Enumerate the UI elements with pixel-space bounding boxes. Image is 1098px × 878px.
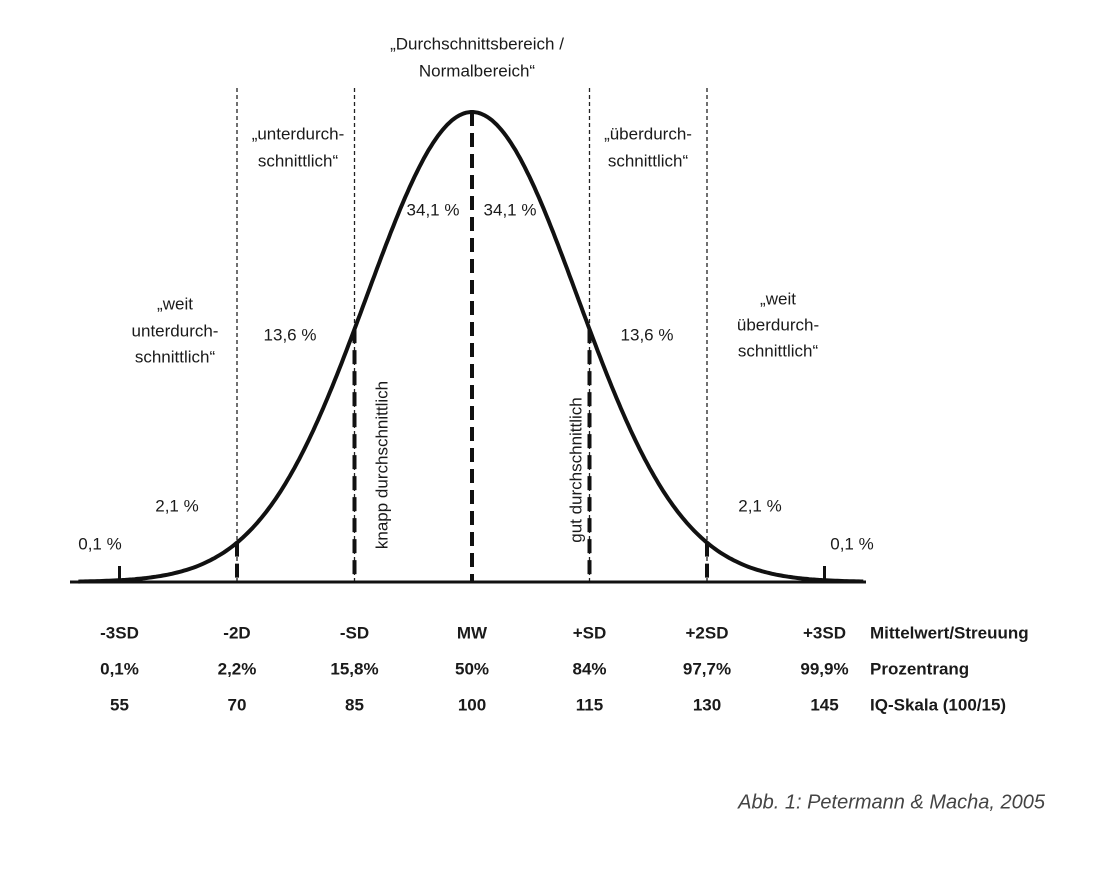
zone-label: „weit [157,294,193,313]
caption: Abb. 1: Petermann & Macha, 2005 [737,791,1046,813]
percentage: 34,1 % [484,200,537,219]
percentage: 13,6 % [264,325,317,344]
scale-value: 100 [458,695,486,714]
scale-value: 130 [693,695,721,714]
percentage: 13,6 % [621,325,674,344]
scale-value: 0,1% [100,659,139,678]
vertical-label: gut durchschnittlich [566,397,585,543]
curve-group [70,88,866,584]
percentage: 2,1 % [738,496,781,515]
scale-label: Prozentrang [870,659,969,678]
zone-label: schnittlich“ [135,347,216,366]
percentage: 2,1 % [155,496,198,515]
scale-value: MW [457,623,488,642]
vertical-label: knapp durchschnittlich [372,381,391,549]
zone-label: „überdurch- [604,124,692,143]
zone-label: schnittlich“ [608,151,689,170]
scale-value: -2D [223,623,250,642]
scale-value: +3SD [803,623,846,642]
zone-label: unterdurch- [132,321,219,340]
title-line: „Durchschnittsbereich / [390,34,564,53]
scale-value: -SD [340,623,369,642]
zone-label: „unterdurch- [252,124,345,143]
zone-label: überdurch- [737,315,819,334]
zone-label: „weit [760,289,796,308]
scale-value: 55 [110,695,129,714]
scale-value: 50% [455,659,489,678]
scale-value: -3SD [100,623,139,642]
scale-value: 2,2% [218,659,257,678]
scale-value: 145 [810,695,838,714]
scale-value: 97,7% [683,659,731,678]
scale-value: 84% [572,659,606,678]
scale-label: IQ-Skala (100/15) [870,695,1006,714]
percentage: 0,1 % [830,534,873,553]
scale-value: +2SD [686,623,729,642]
scale-value: 15,8% [330,659,378,678]
scale-label: Mittelwert/Streuung [870,623,1029,642]
scale-value: 115 [576,695,603,714]
percentage: 0,1 % [78,534,121,553]
percentage: 34,1 % [407,200,460,219]
scale-value: 85 [345,695,364,714]
scale-value: 70 [228,695,247,714]
scale-value: 99,9% [800,659,848,678]
title-line: Normalbereich“ [419,61,536,80]
scale-value: +SD [573,623,607,642]
zone-label: schnittlich“ [258,151,339,170]
zone-label: schnittlich“ [738,341,819,360]
